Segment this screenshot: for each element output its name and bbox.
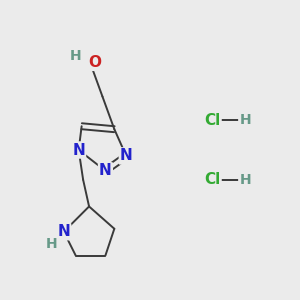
Text: H: H — [46, 237, 58, 250]
Text: Cl: Cl — [204, 113, 220, 128]
Text: O: O — [88, 55, 101, 70]
Text: Cl: Cl — [204, 172, 220, 187]
Text: H: H — [239, 113, 251, 127]
Text: N: N — [99, 163, 112, 178]
Text: H: H — [239, 173, 251, 187]
Text: H: H — [69, 50, 81, 63]
Text: N: N — [120, 148, 133, 164]
Text: N: N — [72, 142, 85, 158]
Text: N: N — [57, 224, 70, 239]
